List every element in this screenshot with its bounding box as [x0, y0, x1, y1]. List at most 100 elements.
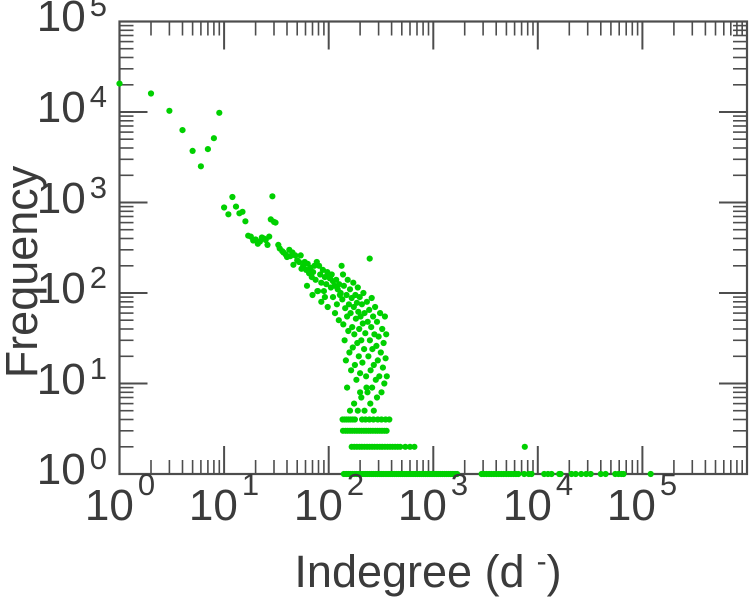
tick-base: 10: [84, 481, 134, 530]
data-point: [342, 357, 349, 364]
data-point: [345, 327, 352, 335]
data-point: [454, 470, 461, 478]
data-point: [602, 470, 609, 478]
data-point: [369, 384, 376, 391]
data-point: [557, 470, 564, 478]
data-point: [583, 470, 590, 478]
x-axis-title-close: ): [546, 546, 562, 597]
data-point: [333, 301, 340, 308]
data-point: [377, 349, 384, 356]
data-point: [379, 325, 386, 333]
data-point: [292, 252, 299, 259]
data-point: [620, 470, 627, 478]
tick-exponent: 1: [241, 467, 260, 502]
data-point: [290, 261, 297, 268]
data-point: [221, 204, 228, 211]
data-point: [411, 443, 418, 450]
tick-base: 10: [36, 0, 86, 41]
tick-base: 10: [397, 481, 447, 530]
data-point: [310, 269, 317, 276]
tick-exponent: 0: [137, 467, 156, 502]
data-point: [381, 313, 388, 320]
data-point: [342, 305, 349, 312]
data-point: [597, 470, 604, 478]
data-point: [316, 262, 323, 269]
data-point: [333, 276, 340, 283]
data-point: [381, 380, 388, 387]
data-point: [377, 310, 384, 317]
data-point: [225, 211, 232, 218]
data-point: [360, 289, 367, 297]
data-point: [358, 337, 365, 344]
data-point: [355, 353, 362, 360]
tick-base: 10: [36, 264, 86, 313]
data-point: [232, 203, 240, 210]
x-tick-label: 10 5: [597, 469, 687, 528]
x-tick-label: 10 2: [284, 469, 374, 530]
data-point: [361, 310, 368, 317]
data-point: [216, 109, 223, 116]
data-point: [515, 470, 522, 478]
data-point: [346, 349, 353, 356]
data-point: [373, 318, 381, 325]
data-point: [321, 294, 328, 301]
data-point: [370, 407, 377, 414]
data-point: [521, 470, 528, 478]
data-point: [358, 394, 365, 401]
data-point: [239, 208, 246, 215]
data-point: [378, 389, 385, 396]
data-point: [229, 193, 236, 201]
data-point: [370, 361, 377, 369]
data-point: [309, 291, 316, 299]
y-tick-label: 10 1: [0, 353, 107, 402]
data-point: [363, 373, 370, 380]
data-point: [356, 294, 363, 301]
tick-base: 10: [293, 481, 343, 530]
data-point: [324, 303, 331, 311]
data-point: [351, 361, 358, 369]
data-point: [363, 384, 370, 391]
data-point: [341, 337, 348, 344]
data-point: [361, 346, 368, 353]
data-point: [406, 443, 414, 450]
data-point: [179, 127, 186, 134]
data-point: [587, 470, 594, 478]
data-point: [328, 271, 335, 278]
data-point: [189, 147, 196, 154]
data-point: [366, 255, 373, 262]
x-tick-label: 10 4: [493, 469, 583, 528]
y-axis-title: Frequency: [0, 165, 47, 379]
data-point: [359, 359, 366, 366]
tick-base: 10: [36, 445, 86, 494]
data-point: [339, 296, 346, 303]
data-point: [335, 317, 342, 324]
tick-exponent: 2: [346, 467, 365, 502]
data-point: [357, 389, 364, 396]
data-point: [365, 353, 372, 360]
x-tick-label: 10 0: [75, 469, 165, 530]
data-point: [386, 416, 393, 423]
data-point: [359, 320, 366, 327]
data-point: [357, 370, 364, 377]
data-point: [116, 80, 123, 87]
data-point: [349, 324, 356, 331]
data-point: [204, 146, 211, 153]
y-tick-label: 10 0: [0, 443, 107, 494]
tick-base: 10: [188, 481, 238, 530]
tick-base: 10: [36, 83, 86, 132]
data-point: [345, 301, 352, 308]
data-point: [303, 282, 311, 289]
data-point: [366, 337, 373, 344]
plot-frame: [118, 20, 749, 476]
data-point: [356, 325, 363, 333]
tick-exponent: 1: [89, 351, 107, 386]
tick-exponent: 4: [555, 467, 574, 502]
data-point: [373, 394, 381, 401]
data-point: [352, 315, 359, 322]
data-point: [320, 288, 327, 295]
data-point: [344, 276, 351, 283]
data-point: [375, 333, 382, 340]
data-point: [264, 241, 271, 248]
data-point: [337, 289, 344, 297]
